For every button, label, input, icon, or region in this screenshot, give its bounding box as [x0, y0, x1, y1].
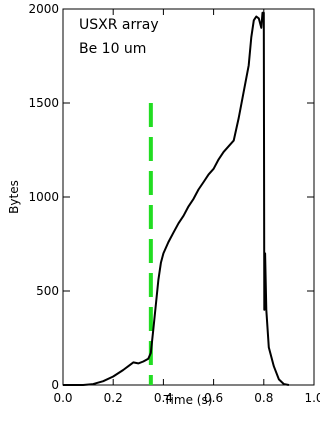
- y-tick-label: 0: [51, 378, 59, 392]
- y-tick-label: 1500: [28, 96, 59, 110]
- x-tick-label: 0.2: [104, 391, 123, 405]
- x-tick-label: 0.6: [204, 391, 223, 405]
- x-tick-label: 0.0: [53, 391, 72, 405]
- x-axis: 0.0 0.2 0.4 0.6 0.8 1.0: [53, 9, 320, 405]
- y-axis-label: Bytes: [7, 180, 21, 214]
- plot-frame: [62, 8, 315, 386]
- y-tick-label: 500: [36, 284, 59, 298]
- y-axis: 0 500 1000 1500 2000: [28, 2, 314, 392]
- y-tick-label: 2000: [28, 2, 59, 16]
- y-tick-label: 1000: [28, 190, 59, 204]
- annotation-line-1: USXR array: [79, 17, 159, 33]
- series-line: [63, 11, 290, 386]
- x-tick-label: 1.0: [304, 391, 320, 405]
- x-tick-label: 0.4: [154, 391, 173, 405]
- annotation-line-2: Be 10 um: [79, 41, 146, 57]
- x-axis-label: Time (s): [163, 393, 213, 407]
- x-tick-label: 0.8: [254, 391, 273, 405]
